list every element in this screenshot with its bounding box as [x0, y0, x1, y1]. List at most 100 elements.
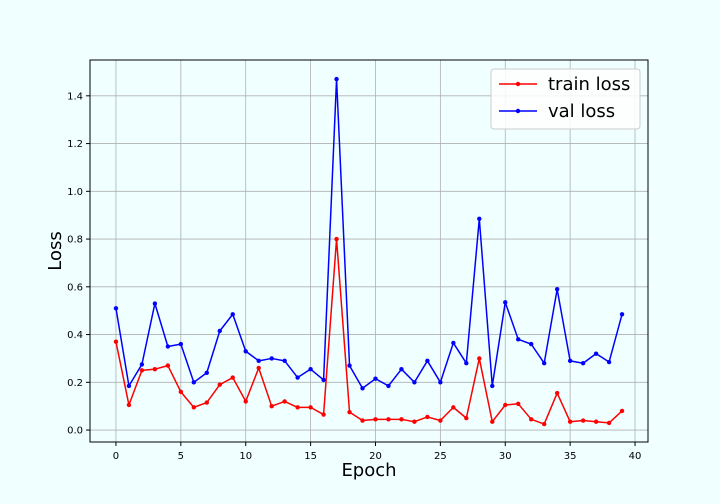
data-point-val-loss: [126, 383, 132, 389]
x-tick-label: 0: [113, 451, 119, 462]
data-point-train-loss: [334, 236, 339, 242]
x-tick-label: 5: [178, 451, 184, 462]
data-point-train-loss: [360, 418, 365, 423]
data-point-val-loss: [334, 76, 339, 82]
data-point-val-loss: [373, 376, 378, 381]
data-point-train-loss: [425, 414, 430, 420]
data-point-val-loss: [541, 361, 547, 366]
data-point-train-loss: [347, 409, 352, 415]
data-point-val-loss: [451, 340, 456, 346]
data-point-train-loss: [256, 365, 261, 371]
data-point-train-loss: [554, 390, 560, 396]
y-axis-label: Loss: [45, 231, 66, 270]
data-point-val-loss: [178, 341, 184, 347]
x-tick-label: 35: [564, 451, 577, 462]
data-point-train-loss: [593, 419, 599, 424]
data-point-val-loss: [464, 361, 469, 366]
data-point-val-loss: [191, 380, 197, 385]
data-point-train-loss: [217, 382, 222, 387]
x-tick-label: 30: [499, 451, 512, 462]
data-point-train-loss: [490, 419, 495, 424]
data-point-val-loss: [230, 312, 235, 317]
data-point-train-loss: [282, 399, 287, 404]
data-point-train-loss: [165, 363, 171, 368]
plot-area-frame: [89, 59, 649, 443]
data-point-val-loss: [516, 337, 521, 342]
grid-lines: [90, 60, 648, 442]
axis-ticks: 0 5 10 15 20 25 30 35 40 0.0 0.2 0.4 0.6 0.8 1.0 1.2 1.4: [67, 91, 641, 462]
y-tick-label: 0.0: [67, 426, 83, 437]
series-line-train-loss: [115, 238, 623, 425]
data-point-train-loss: [503, 402, 508, 408]
data-point-val-loss: [152, 301, 158, 306]
data-point-val-loss: [113, 306, 119, 311]
data-point-val-loss: [204, 370, 209, 375]
y-tick-label: 1.4: [67, 91, 83, 102]
data-point-val-loss: [269, 356, 274, 361]
data-point-val-loss: [593, 351, 599, 356]
data-point-val-loss: [282, 358, 287, 364]
data-point-train-loss: [619, 408, 625, 414]
data-point-train-loss: [308, 405, 313, 410]
legend-marker-train-loss: [515, 81, 521, 87]
data-point-val-loss: [399, 366, 404, 372]
data-point-val-loss: [438, 380, 443, 385]
data-point-val-loss: [295, 375, 300, 380]
data-point-train-loss: [451, 405, 456, 410]
data-point-val-loss: [243, 349, 248, 354]
data-point-val-loss: [503, 300, 508, 305]
data-point-train-loss: [399, 417, 404, 422]
data-point-train-loss: [373, 417, 378, 422]
x-axis-label: Epoch: [341, 460, 396, 481]
data-point-train-loss: [606, 420, 612, 426]
x-tick-label: 10: [239, 451, 252, 462]
data-point-train-loss: [567, 419, 573, 424]
x-tick-label: 40: [629, 451, 642, 462]
data-point-train-loss: [541, 421, 547, 427]
data-point-train-loss: [152, 366, 158, 372]
y-tick-label: 0.2: [67, 378, 83, 389]
legend: train loss val loss: [490, 68, 641, 130]
data-point-train-loss: [516, 401, 521, 406]
data-point-train-loss: [204, 400, 209, 405]
data-point-train-loss: [243, 399, 248, 404]
data-point-val-loss: [425, 358, 430, 364]
y-tick-label: 0.6: [67, 282, 83, 293]
data-point-train-loss: [295, 405, 300, 410]
legend-label-val-loss: val loss: [548, 101, 615, 122]
series-line-val-loss: [115, 78, 623, 390]
data-point-train-loss: [477, 356, 482, 361]
series-lines: [113, 76, 625, 427]
data-point-val-loss: [308, 366, 313, 372]
data-point-val-loss: [412, 380, 417, 385]
y-tick-label: 1.2: [67, 139, 83, 150]
data-point-val-loss: [606, 359, 612, 365]
data-point-train-loss: [321, 412, 326, 417]
x-tick-label: 20: [369, 451, 382, 462]
data-point-val-loss: [321, 377, 326, 383]
y-tick-label: 0.4: [67, 330, 83, 341]
data-point-train-loss: [191, 405, 197, 410]
data-point-val-loss: [490, 383, 495, 389]
data-point-val-loss: [256, 358, 261, 364]
data-point-val-loss: [567, 358, 573, 364]
data-point-train-loss: [529, 417, 534, 422]
data-point-val-loss: [619, 312, 625, 317]
data-point-train-loss: [386, 417, 391, 422]
y-tick-label: 0.8: [67, 235, 83, 246]
x-tick-label: 15: [304, 451, 317, 462]
data-point-train-loss: [464, 415, 469, 421]
legend-label-train-loss: train loss: [548, 74, 630, 95]
data-point-val-loss: [529, 341, 534, 347]
data-point-val-loss: [217, 328, 222, 334]
data-point-val-loss: [580, 361, 586, 366]
data-point-val-loss: [139, 362, 145, 367]
data-point-train-loss: [412, 419, 417, 424]
data-point-train-loss: [178, 389, 184, 395]
data-point-train-loss: [230, 375, 235, 380]
data-point-val-loss: [347, 363, 352, 368]
data-point-val-loss: [360, 386, 365, 391]
data-point-val-loss: [165, 344, 171, 349]
x-tick-label: 25: [434, 451, 447, 462]
